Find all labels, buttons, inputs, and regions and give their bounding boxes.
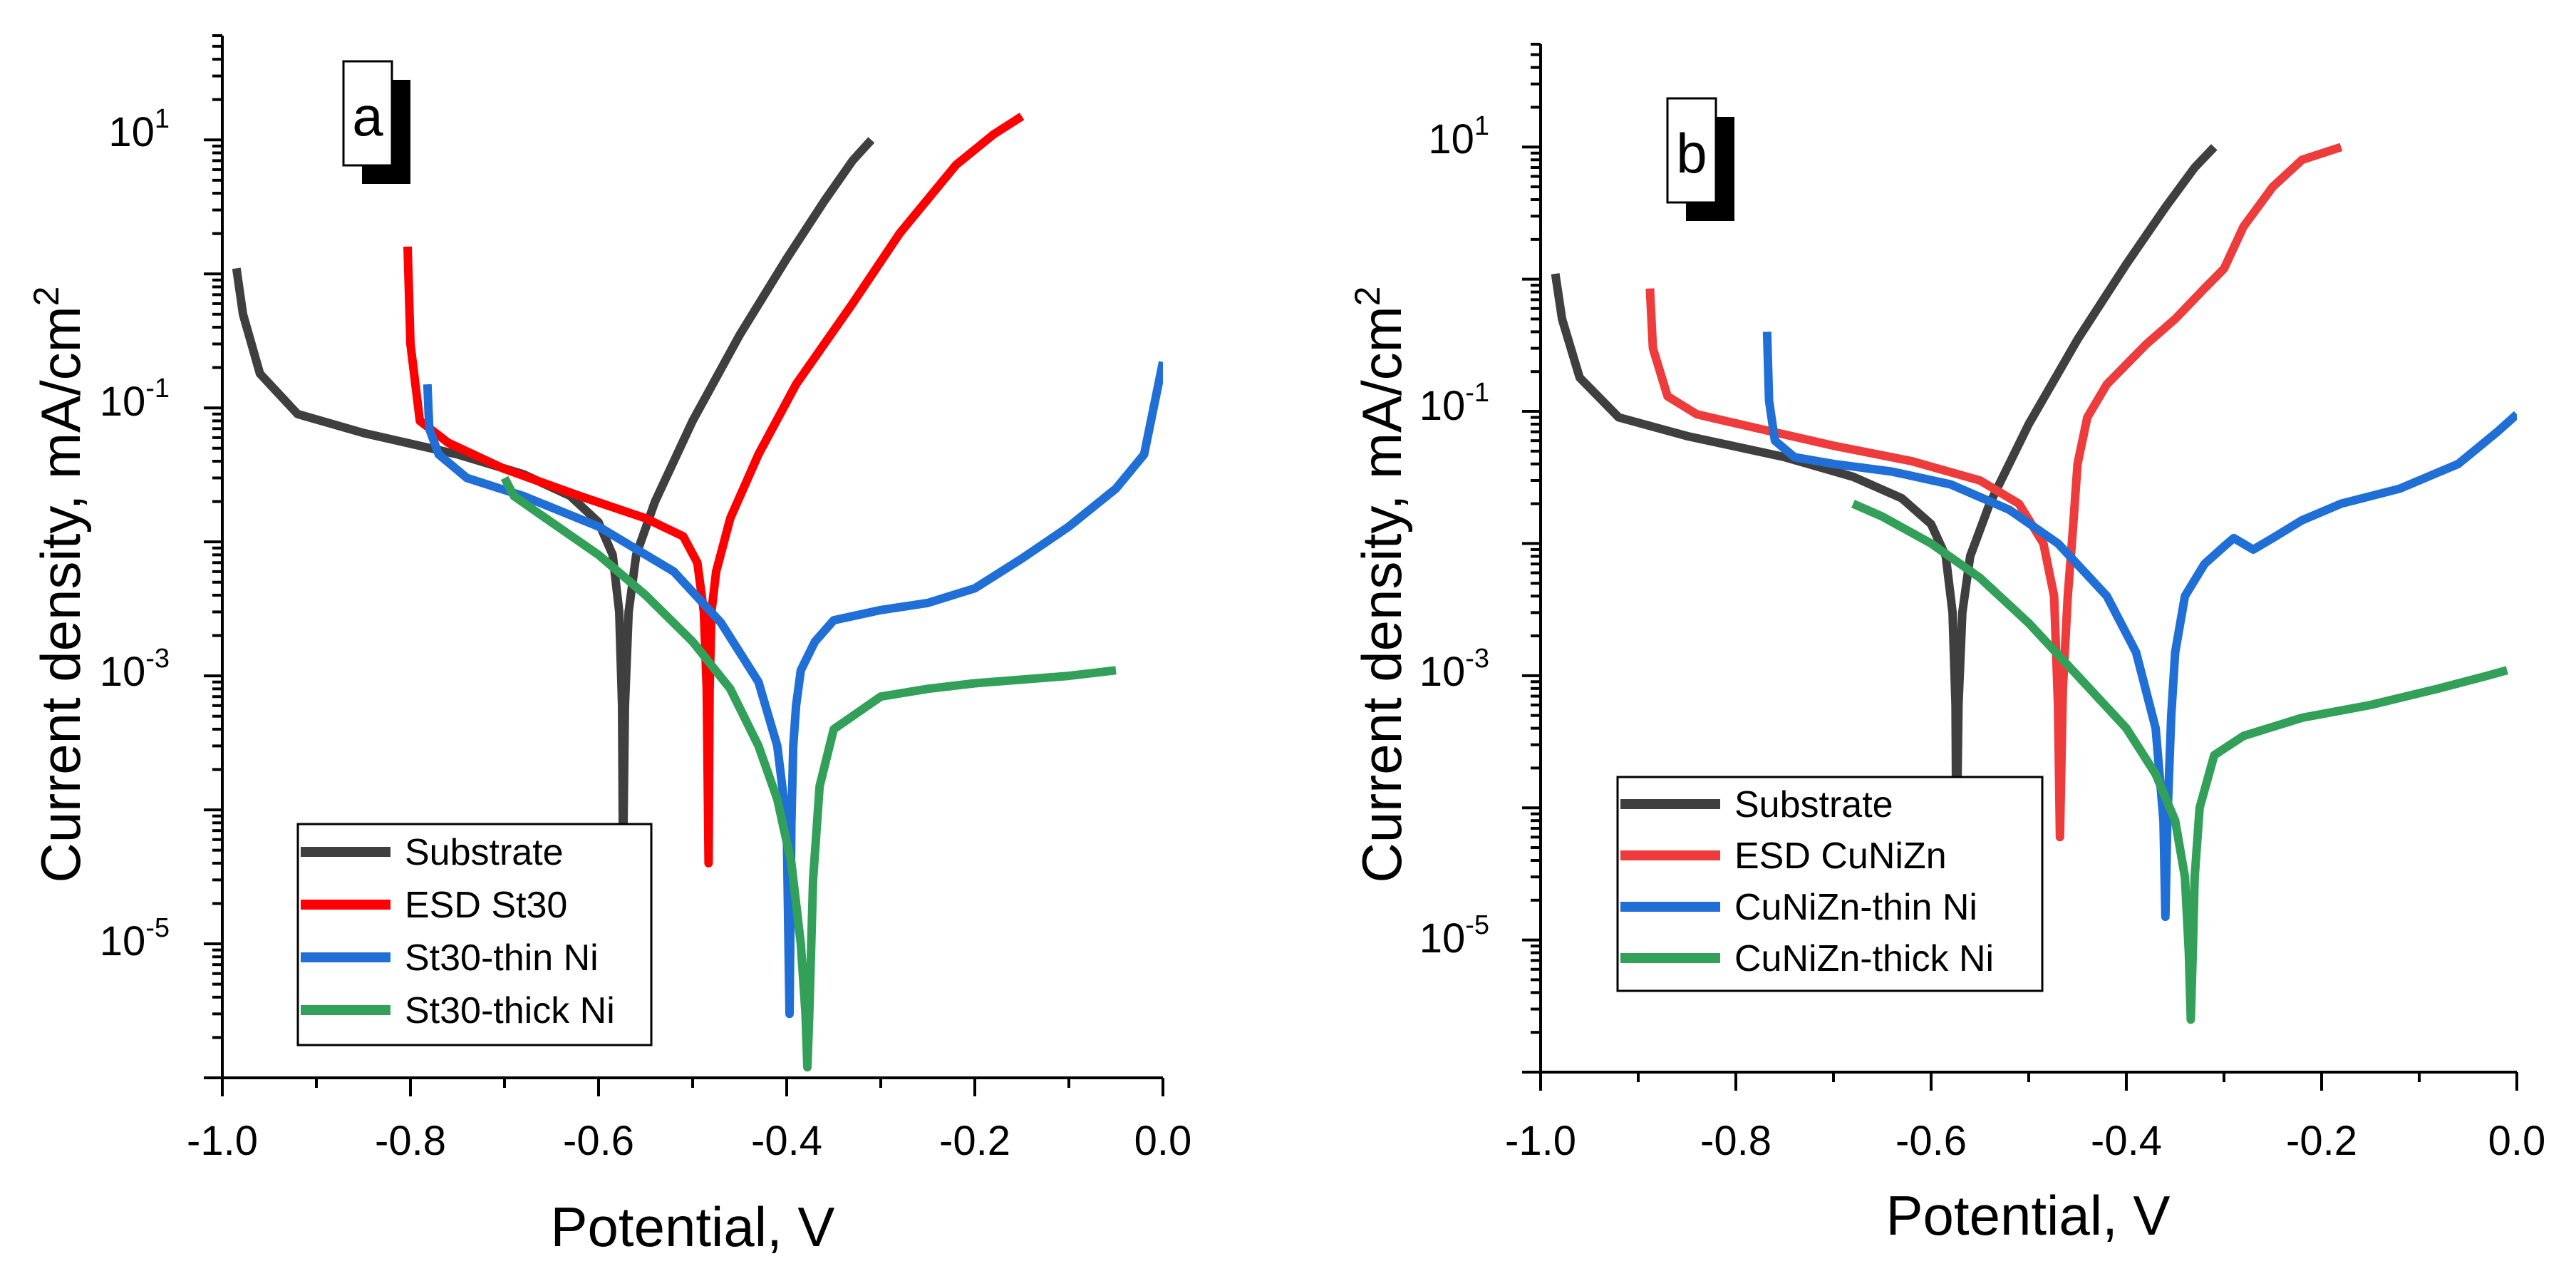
panel-b-series-line-esd-cunizn [1645,143,2343,842]
panel-a-y-tick-label: 10-5 [100,913,170,964]
panel-b-legend-label-cunizn-thick-ni: CuNiZn-thick Ni [1734,938,1994,979]
panel-a-y-tick-label: 10-1 [100,374,170,425]
panel-a-y-axis-title: Current density, mA/cm2 [26,287,92,883]
panel-a-series-line-st30-thin-ni [423,361,1163,1019]
panel-b-series-line-cunizn-thick-ni [1851,500,2508,1024]
panel-a-legend-label-st30-thick-ni: St30-thick Ni [405,990,615,1032]
panel-b-x-tick-label: 0.0 [2488,1118,2546,1164]
panel-a-series-line-esd-st30 [403,113,1025,868]
panel-b-y-tick-label: 10-3 [1419,644,1489,695]
panel-b-x-tick-label: -0.4 [2091,1118,2162,1164]
panel-a-legend-label-esd-st30: ESD St30 [405,885,567,926]
panel-a-y-tick-label: 101 [108,104,170,155]
panel-a-x-tick-label: -0.8 [375,1118,446,1164]
panel-b-chart: -1.0 -0.8 -0.6 -0.4 -0.2 0.0 101 10-1 10… [1348,43,2546,1247]
panel-a-y-tick-label: 10-3 [100,644,170,695]
panel-a-series-group [232,113,1163,1072]
panel-a-x-tick-label: -0.6 [563,1118,634,1164]
panel-a-label-box [342,60,393,167]
panel-b-legend-label-substrate: Substrate [1734,784,1893,825]
panel-b-x-tick-label: -1.0 [1505,1118,1576,1164]
panel-b-y-axis-title: Current density, mA/cm2 [1348,287,1413,883]
panel-b-x-tick-label: -0.6 [1895,1118,1967,1164]
panel-a-legend-label-st30-thin-ni: St30-thin Ni [405,937,599,979]
panel-a-legend-label-substrate: Substrate [405,832,564,873]
panel-a-x-tick-label: -1.0 [187,1118,258,1164]
panel-a-letter: a [352,85,383,148]
panel-b-legend-label-cunizn-thin-ni: CuNiZn-thin Ni [1734,887,1977,928]
panel-b-label-box [1666,97,1717,204]
panel-b-y-tick-label: 10-5 [1419,910,1489,962]
panel-b-x-tick-label: -0.8 [1700,1118,1771,1164]
panel-b-series-line-cunizn-thin-ni [1762,331,2517,921]
panel-b-letter: b [1676,122,1707,185]
panel-a-x-tick-label: -0.2 [939,1118,1010,1164]
panel-b-y-tick-label: 101 [1428,111,1489,163]
panel-a-series-line-substrate [232,137,875,868]
panel-b-y-tick-label: 10-1 [1419,378,1489,429]
panel-b-x-tick-label: -0.2 [2286,1118,2357,1164]
panel-b-x-axis-title: Potential, V [1886,1184,2171,1247]
panel-b-series-group [1551,143,2517,1024]
panel-b-legend: Substrate ESD CuNiZn CuNiZn-thin Ni CuNi… [1616,776,2044,992]
panel-a-x-tick-label: -0.4 [751,1118,822,1164]
panel-a-chart: -1.0 -0.8 -0.6 -0.4 -0.2 0.0 101 10-1 10… [26,34,1192,1258]
panel-a-series-line-st30-thick-ni [500,475,1117,1072]
panel-a-x-tick-label: 0.0 [1134,1118,1192,1164]
panel-a-x-axis-title: Potential, V [551,1195,835,1258]
panel-b-series-line-substrate [1551,144,2218,865]
panel-b-legend-label-esd-cunizn: ESD CuNiZn [1734,835,1947,877]
panel-a-legend: Substrate ESD St30 St30-thin Ni St30-thi… [296,823,653,1046]
